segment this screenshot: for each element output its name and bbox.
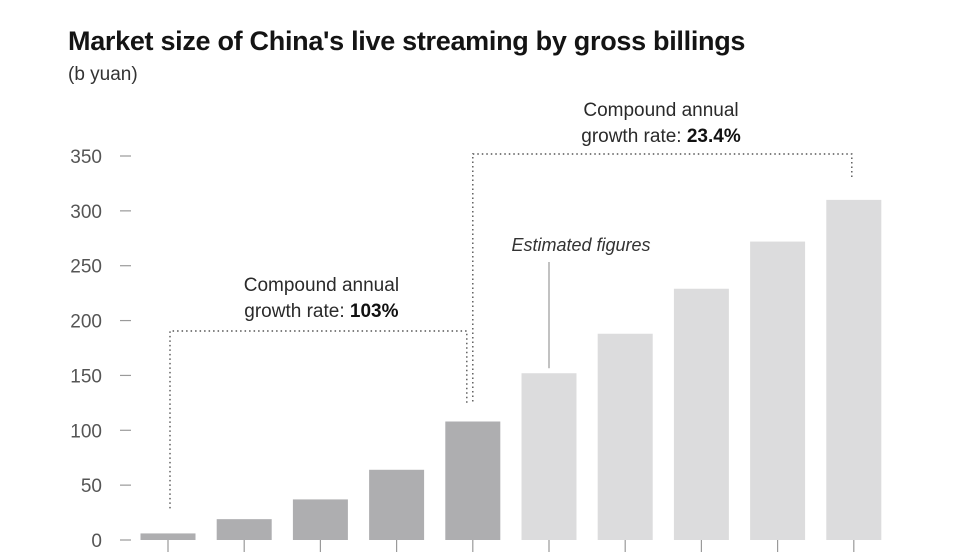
bar-estimated bbox=[673, 288, 729, 540]
bar-actual bbox=[140, 533, 196, 540]
annotation-line1: Compound annual bbox=[244, 275, 399, 296]
annotation-line2: growth rate: 23.4% bbox=[581, 126, 741, 147]
bar-estimated bbox=[597, 333, 653, 540]
bar-estimated bbox=[826, 199, 882, 540]
bar-actual bbox=[292, 499, 348, 540]
y-tick-label: 200 bbox=[70, 312, 102, 333]
chart-title: Market size of China's live streaming by… bbox=[68, 26, 746, 56]
annotation-line2: growth rate: 103% bbox=[244, 301, 398, 322]
y-tick-label: 50 bbox=[81, 476, 102, 497]
annotation-line1: Compound annual bbox=[583, 100, 738, 121]
bar-actual bbox=[369, 469, 425, 540]
bars-group bbox=[140, 199, 882, 540]
y-tick-label: 0 bbox=[91, 531, 102, 552]
y-tick-label: 100 bbox=[70, 421, 102, 442]
bar-actual bbox=[216, 519, 272, 540]
y-tick-label: 250 bbox=[70, 257, 102, 278]
y-tick-label: 150 bbox=[70, 366, 102, 387]
annotation-cagr-2: Compound annual growth rate: 23.4% bbox=[581, 100, 741, 147]
annotation-bracket-2 bbox=[472, 153, 853, 402]
bar-actual bbox=[445, 421, 501, 540]
chart-subtitle: (b yuan) bbox=[68, 64, 138, 85]
y-tick-label: 350 bbox=[70, 147, 102, 168]
y-axis: 0 50 100 150 200 250 300 350 bbox=[70, 147, 131, 552]
x-ticks bbox=[167, 540, 855, 552]
y-tick-label: 300 bbox=[70, 202, 102, 223]
annotation-cagr-1: Compound annual growth rate: 103% bbox=[244, 275, 399, 322]
bar-estimated bbox=[521, 373, 577, 540]
bar-estimated bbox=[750, 241, 806, 540]
estimated-figures-label: Estimated figures bbox=[511, 235, 650, 255]
